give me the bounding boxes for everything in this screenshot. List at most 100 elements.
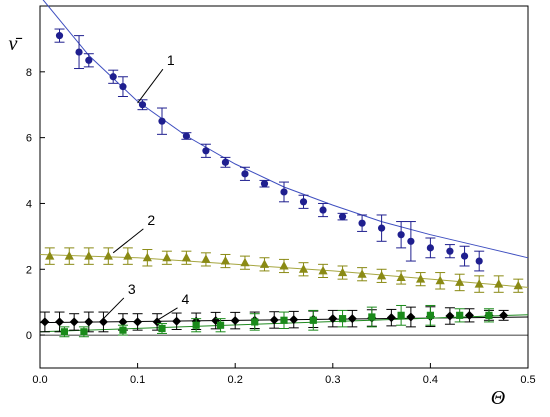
data-point-2 [240,257,250,267]
data-point-1 [138,101,147,109]
annotation-leader [112,228,144,254]
data-point-1 [85,56,93,64]
fit-curves [39,0,529,333]
data-point-1 [221,158,230,166]
x-tick-label: 0.3 [325,374,340,386]
y-tick-label: 2 [26,264,32,276]
data-point-1 [182,132,190,140]
data-point-4 [216,321,225,329]
data-point-1 [75,48,83,56]
fit-curve-1 [42,0,529,259]
data-point-3 [230,316,240,326]
curve-annotations: 1 2 3 4 [103,52,190,321]
data-point-4 [251,318,259,326]
data-point-2 [416,274,426,283]
data-point-1 [378,224,386,232]
data-point-2 [162,252,172,262]
data-point-1 [319,206,327,214]
data-point-3 [499,310,509,320]
data-point-3 [347,314,357,324]
data-point-4 [158,324,166,333]
curve-label-4: 4 [182,291,190,307]
y-tick-label: 0 [26,330,32,342]
data-point-3 [98,317,108,327]
data-point-1 [260,180,269,188]
data-point-2 [357,269,367,278]
data-point-3 [133,317,143,327]
data-point-3 [118,317,128,327]
data-point-1 [407,237,415,245]
data-point-1 [446,247,454,255]
data-point-1 [158,117,166,125]
data-point-3 [289,315,299,325]
data-point-4 [338,315,347,323]
data-point-4 [368,313,376,321]
data-point-4 [192,321,200,329]
data-point-3 [269,315,279,325]
data-point-2 [474,279,484,288]
data-point-2 [377,270,387,280]
curve-label-3: 3 [128,281,136,297]
data-point-3 [464,310,474,320]
x-tick-label: 0.4 [423,374,438,386]
data-point-3 [55,317,65,327]
data-point-3 [40,317,50,327]
data-point-4 [80,328,88,336]
data-point-4 [456,311,464,319]
data-point-1 [338,213,347,221]
data-point-1 [426,244,434,252]
data-point-1 [460,252,469,260]
data-point-4 [60,328,68,336]
data-point-3 [406,312,416,322]
data-point-1 [280,188,288,196]
y-axis-label: ν̄ [9,33,23,55]
data-point-1 [299,198,308,206]
data-point-2 [455,277,465,286]
data-points [39,28,524,338]
data-point-2 [337,267,348,277]
data-point-4 [119,326,127,334]
x-axis-label: Θ [491,387,505,409]
data-point-2 [123,251,133,260]
curve-label-2: 2 [147,212,155,228]
data-point-1 [55,32,64,40]
data-point-3 [328,314,338,324]
data-point-1 [119,83,127,91]
plot-frame [39,5,529,369]
data-point-2 [45,251,55,260]
data-point-2 [103,251,113,260]
x-tick-label: 0.2 [228,374,243,386]
data-point-2 [279,260,289,270]
data-point-2 [64,251,74,260]
annotation-leader [103,297,125,319]
data-point-3 [69,317,79,327]
x-tick-label: 0.1 [130,374,145,386]
data-point-2 [513,280,523,290]
data-point-1 [475,257,483,265]
y-tick-label: 6 [26,133,32,145]
data-point-1 [202,147,210,155]
data-point-2 [84,251,94,260]
axis-ticks: 0.0 0.1 0.2 0.3 0.4 0.5 0 2 4 6 8 [26,67,536,386]
data-point-2 [318,265,328,275]
data-point-3 [172,316,182,326]
data-point-4 [309,316,317,324]
data-point-2 [142,252,152,262]
data-point-1 [397,231,405,239]
data-point-2 [220,256,231,265]
data-point-2 [435,275,445,285]
curve-label-1: 1 [167,52,175,68]
data-point-2 [298,264,309,273]
data-point-1 [109,73,117,81]
data-point-4 [397,311,405,319]
data-point-1 [358,219,366,227]
data-point-4 [426,311,434,319]
data-point-3 [445,311,455,321]
x-tick-label: 0.5 [520,374,535,386]
data-point-4 [280,316,288,324]
data-point-2 [181,252,191,262]
annotation-leader [156,307,178,321]
data-point-4 [485,311,493,319]
x-tick-label: 0.0 [32,374,47,386]
